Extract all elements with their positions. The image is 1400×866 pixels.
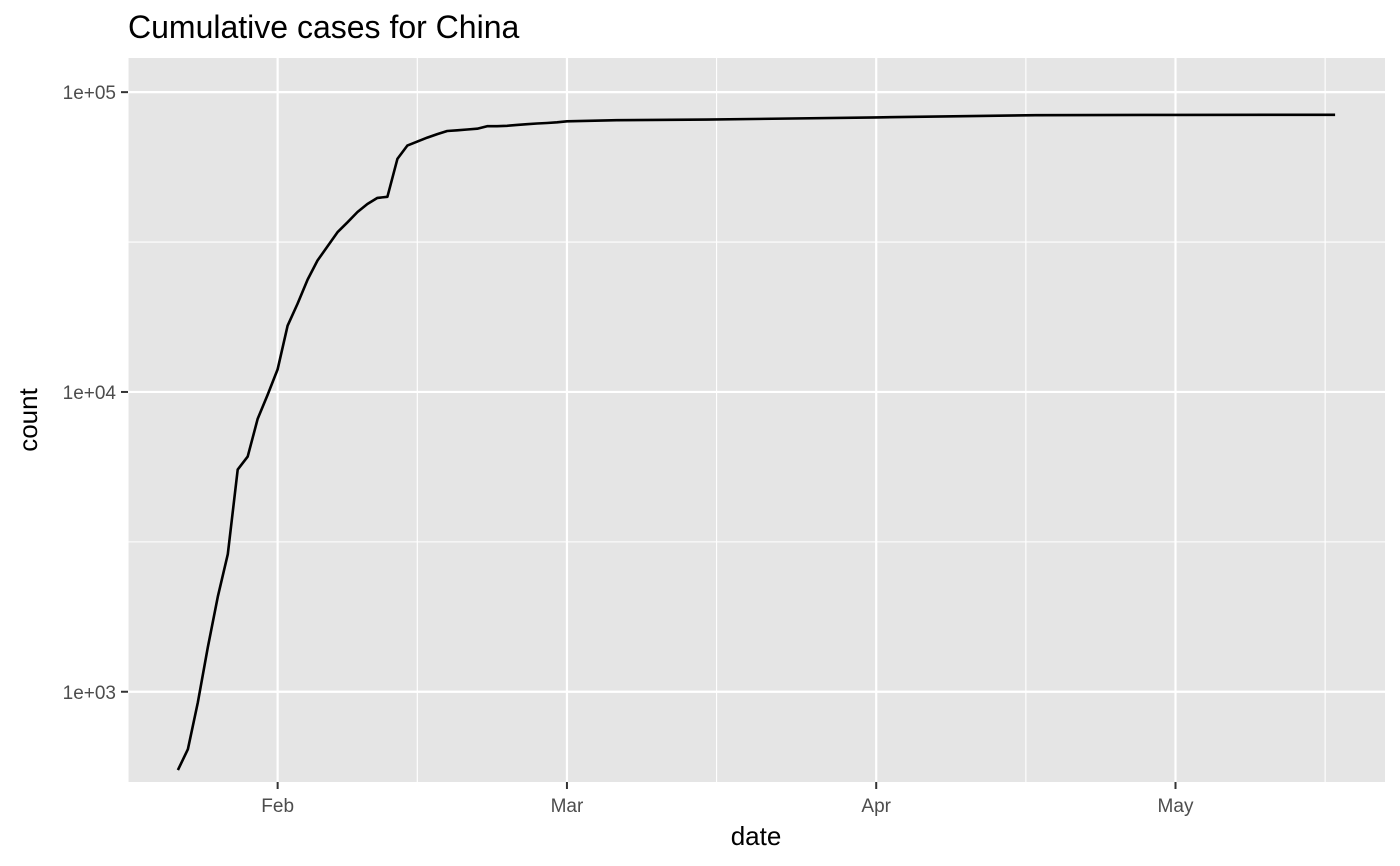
x-tick-label: May — [1158, 796, 1194, 817]
cumulative-cases-line — [176, 113, 1336, 771]
y-tick-label: 1e+03 — [63, 683, 116, 704]
plot-panel — [128, 58, 1385, 782]
y-tick-label: 1e+04 — [63, 383, 117, 404]
x-tick-label: Feb — [261, 796, 294, 817]
minor-gridlines — [127, 58, 1385, 782]
y-axis: 1e+03 1e+04 1e+05 — [63, 83, 128, 704]
major-gridlines — [128, 58, 1385, 782]
chart-title: Cumulative cases for China — [128, 9, 519, 45]
y-tick-label: 1e+05 — [63, 83, 116, 104]
x-tick-label: Apr — [861, 796, 891, 817]
y-axis-title: count — [13, 387, 43, 451]
x-axis: Feb Mar Apr May — [261, 782, 1194, 817]
x-tick-label: Mar — [551, 796, 584, 817]
x-axis-title: date — [731, 821, 782, 851]
